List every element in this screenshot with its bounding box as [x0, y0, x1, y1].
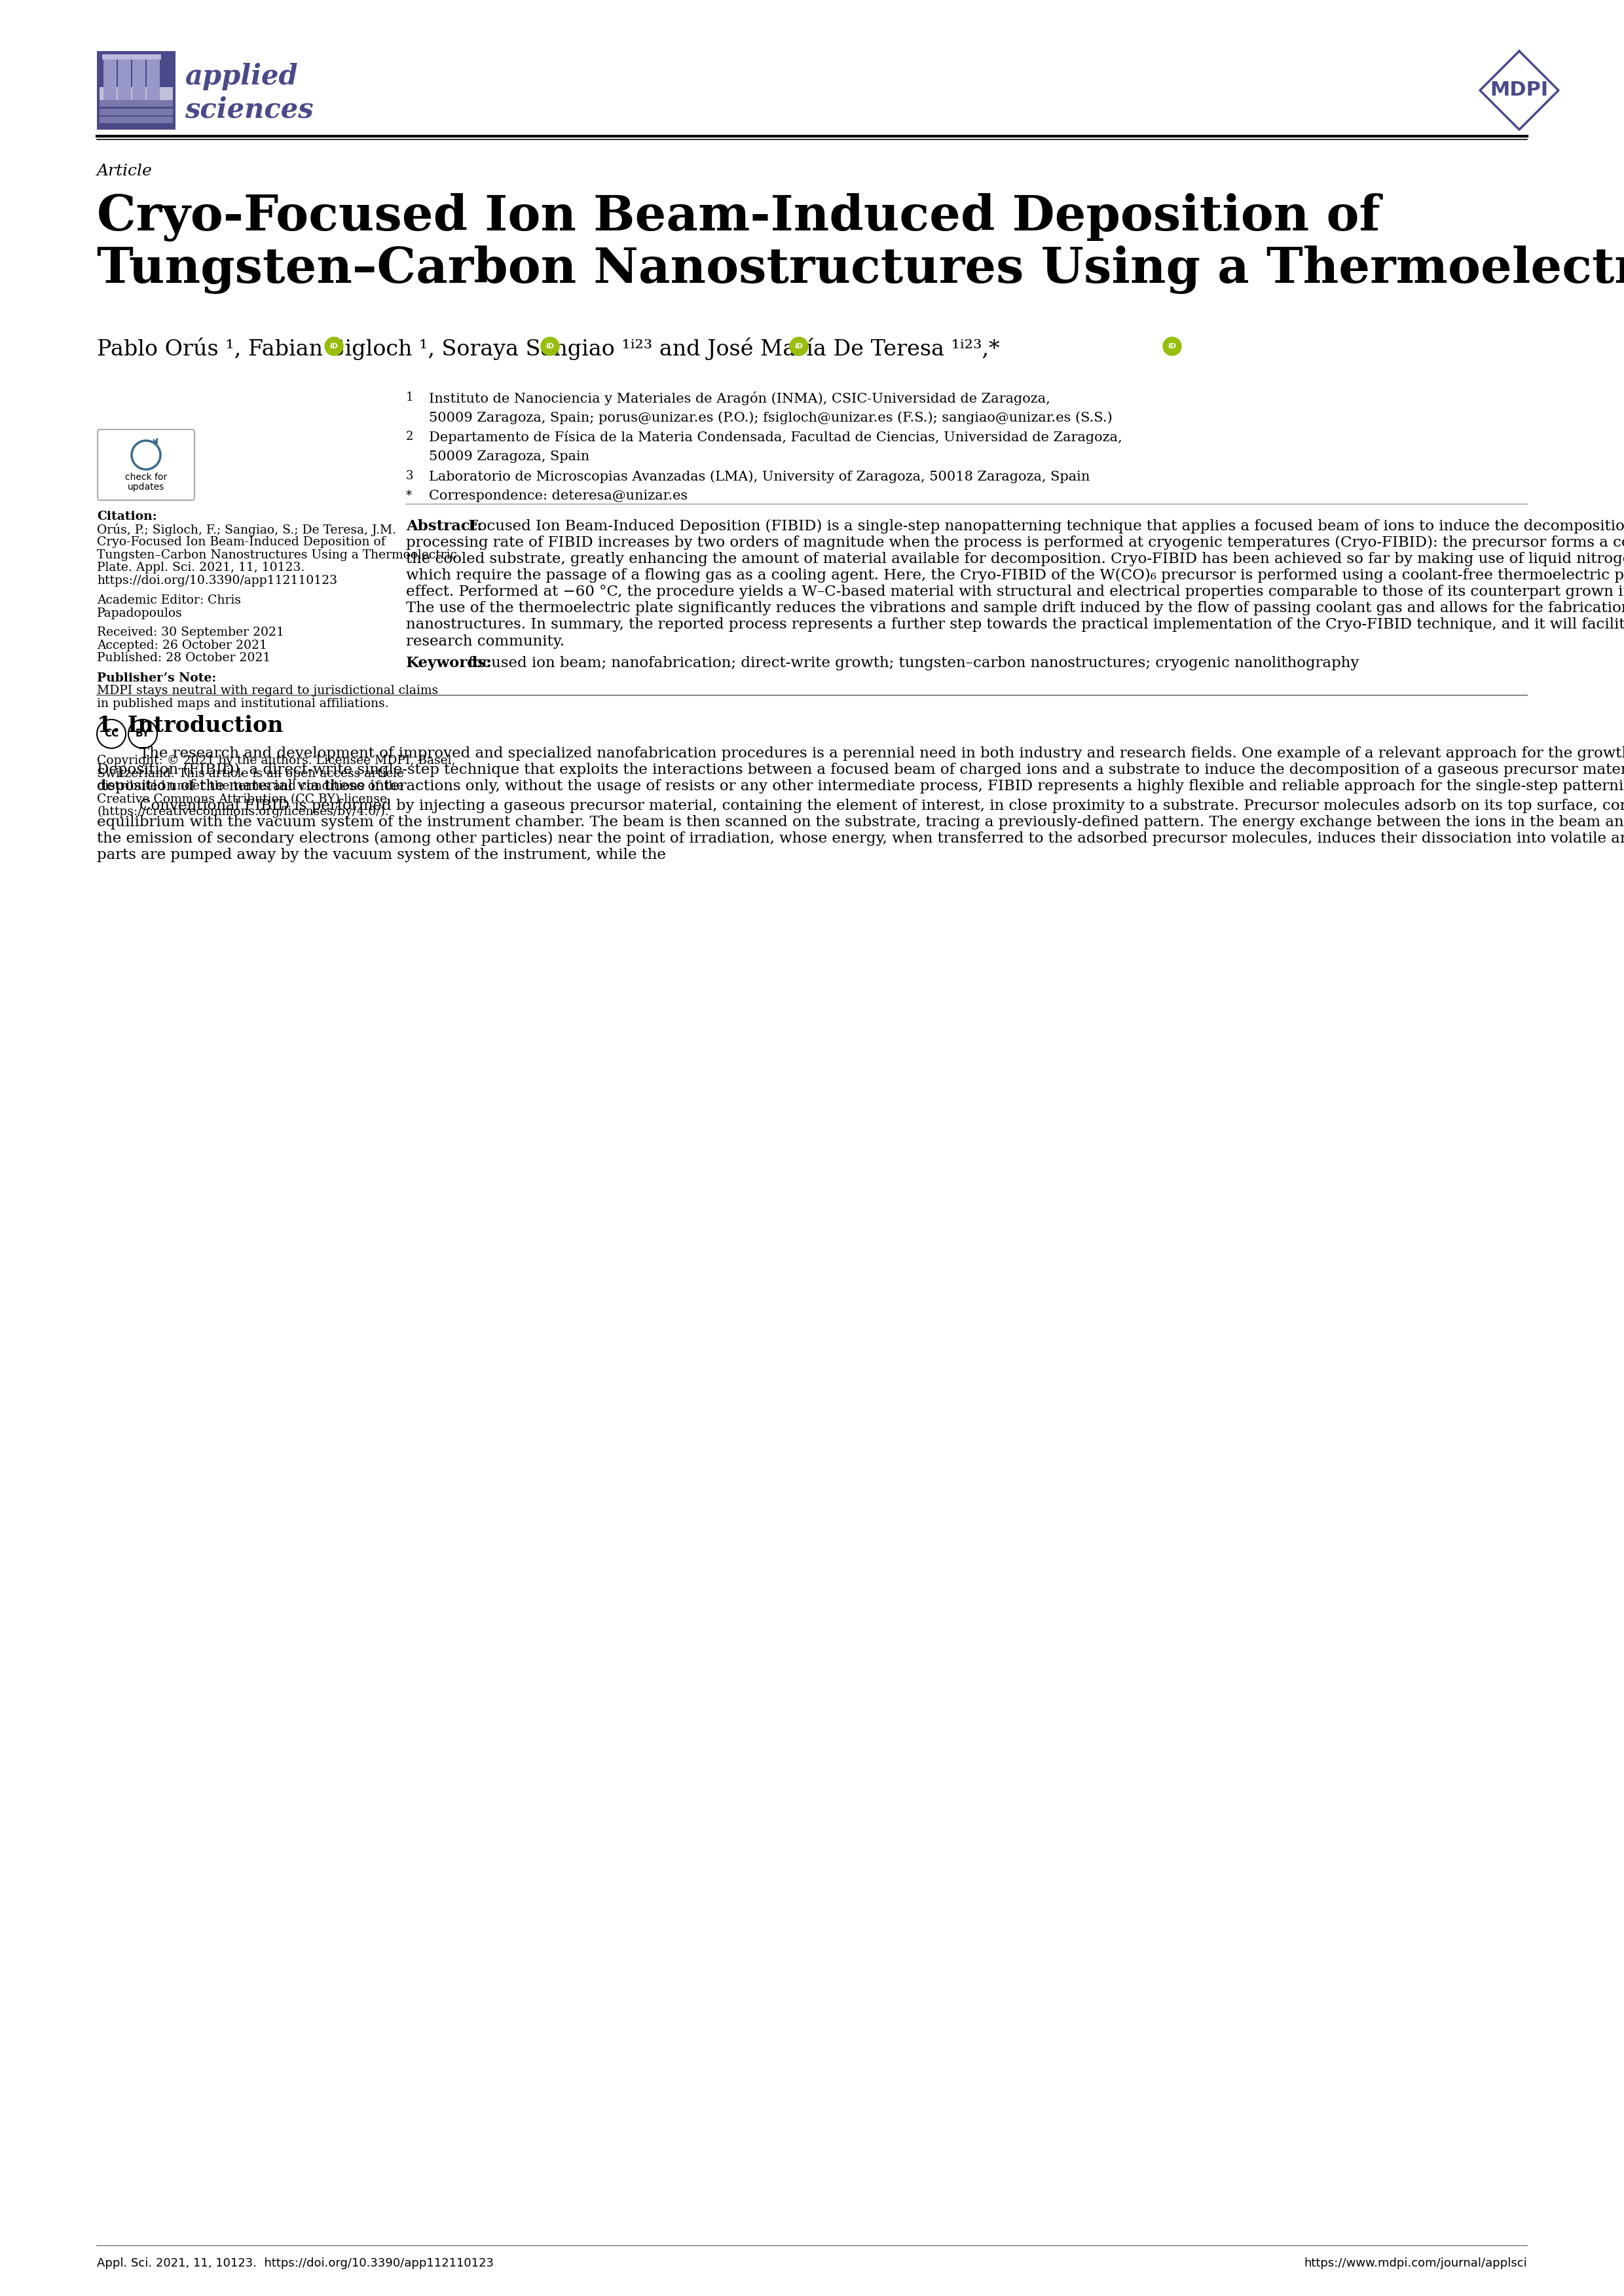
Bar [99, 108, 172, 115]
Text: Copyright: © 2021 by the authors. Licensee MDPI, Basel,: Copyright: © 2021 by the authors. Licens… [97, 755, 455, 767]
Text: effect. Performed at −60 °C, the procedure yields a W–C-based material with stru: effect. Performed at −60 °C, the procedu… [406, 585, 1624, 599]
Text: Papadopoulos: Papadopoulos [97, 608, 182, 620]
Text: https://doi.org/10.3390/app112110123: https://doi.org/10.3390/app112110123 [97, 574, 338, 585]
Text: Academic Editor: Chris: Academic Editor: Chris [97, 595, 240, 606]
Bar [104, 87, 117, 101]
Text: the cooled substrate, greatly enhancing the amount of material available for dec: the cooled substrate, greatly enhancing … [406, 551, 1624, 567]
Text: Published: 28 October 2021: Published: 28 October 2021 [97, 652, 271, 664]
Text: The use of the thermoelectric plate significantly reduces the vibrations and sam: The use of the thermoelectric plate sign… [406, 602, 1624, 615]
Text: which require the passage of a flowing gas as a cooling agent. Here, the Cryo-FI: which require the passage of a flowing g… [406, 569, 1624, 583]
Text: *: * [406, 489, 412, 501]
Text: Tungsten–Carbon Nanostructures Using a Thermoelectric Plate: Tungsten–Carbon Nanostructures Using a T… [97, 246, 1624, 294]
Text: The research and development of improved and specialized nanofabrication procedu: The research and development of improved… [140, 746, 1624, 760]
Text: parts are pumped away by the vacuum system of the instrument, while the: parts are pumped away by the vacuum syst… [97, 847, 666, 863]
Bar [99, 87, 172, 101]
Bar [119, 57, 132, 90]
Text: focused ion beam; nanofabrication; direct-write growth; tungsten–carbon nanostru: focused ion beam; nanofabrication; direc… [468, 657, 1359, 670]
Text: in published maps and institutional affiliations.: in published maps and institutional affi… [97, 698, 388, 709]
Bar [99, 117, 172, 124]
Text: deposition of the material via these interactions only, without the usage of res: deposition of the material via these int… [97, 778, 1624, 794]
Text: 1: 1 [406, 393, 414, 404]
Bar [132, 57, 146, 90]
Text: 50009 Zaragoza, Spain: 50009 Zaragoza, Spain [429, 450, 590, 464]
Text: iD: iD [1168, 342, 1176, 349]
Bar [132, 55, 146, 60]
Text: Plate. Appl. Sci. 2021, 11, 10123.: Plate. Appl. Sci. 2021, 11, 10123. [97, 563, 305, 574]
Text: Cryo-Focused Ion Beam-Induced Deposition of: Cryo-Focused Ion Beam-Induced Deposition… [97, 193, 1380, 241]
Text: Creative Commons Attribution (CC BY) license: Creative Commons Attribution (CC BY) lic… [97, 792, 387, 806]
Text: iD: iD [794, 342, 804, 349]
Text: nanostructures. In summary, the reported process represents a further step towar: nanostructures. In summary, the reported… [406, 618, 1624, 631]
Text: Switzerland. This article is an open access article: Switzerland. This article is an open acc… [97, 767, 404, 778]
Text: Deposition (FIBID), a direct-write single-step technique that exploits the inter: Deposition (FIBID), a direct-write singl… [97, 762, 1624, 776]
Text: Abstract:: Abstract: [406, 519, 482, 533]
Text: Cryo-Focused Ion Beam-Induced Deposition of: Cryo-Focused Ion Beam-Induced Deposition… [97, 537, 385, 549]
Text: Accepted: 26 October 2021: Accepted: 26 October 2021 [97, 641, 266, 652]
Bar [132, 87, 146, 101]
Text: Laboratorio de Microscopias Avanzadas (LMA), University of Zaragoza, 50018 Zarag: Laboratorio de Microscopias Avanzadas (L… [429, 471, 1090, 482]
Text: research community.: research community. [406, 634, 565, 647]
Text: MDPI stays neutral with regard to jurisdictional claims: MDPI stays neutral with regard to jurisd… [97, 684, 438, 696]
Text: Pablo Orús ¹, Fabian Sigloch ¹, Soraya Sangiao ¹ⁱ²³ and José María De Teresa ¹ⁱ²: Pablo Orús ¹, Fabian Sigloch ¹, Soraya S… [97, 338, 1000, 360]
Text: 2: 2 [406, 432, 414, 443]
Circle shape [1163, 338, 1181, 356]
Text: iD: iD [330, 342, 338, 349]
Circle shape [789, 338, 809, 356]
Bar [146, 57, 159, 90]
Text: check for: check for [125, 473, 167, 482]
Text: 50009 Zaragoza, Spain; porus@unizar.es (P.O.); fsigloch@unizar.es (F.S.); sangia: 50009 Zaragoza, Spain; porus@unizar.es (… [429, 411, 1112, 425]
Text: Appl. Sci. 2021, 11, 10123.  https://doi.org/10.3390/app112110123: Appl. Sci. 2021, 11, 10123. https://doi.… [97, 2257, 494, 2268]
Text: Keywords:: Keywords: [406, 657, 492, 670]
Bar [97, 51, 175, 129]
Text: sciences: sciences [185, 96, 313, 124]
Bar [117, 55, 132, 60]
Circle shape [541, 338, 559, 356]
Text: updates: updates [128, 482, 164, 491]
Text: processing rate of FIBID increases by two orders of magnitude when the process i: processing rate of FIBID increases by tw… [406, 535, 1624, 551]
Text: Article: Article [97, 163, 153, 179]
Text: MDPI: MDPI [1489, 80, 1548, 99]
Text: Departamento de Física de la Materia Condensada, Facultad de Ciencias, Universid: Departamento de Física de la Materia Con… [429, 432, 1122, 443]
Text: Citation:: Citation: [97, 510, 158, 523]
Text: Correspondence: deteresa@unizar.es: Correspondence: deteresa@unizar.es [429, 489, 687, 503]
Text: Conventional FIBID is performed by injecting a gaseous precursor material, conta: Conventional FIBID is performed by injec… [140, 799, 1624, 813]
Text: iD: iD [546, 342, 554, 349]
Text: the emission of secondary electrons (among other particles) near the point of ir: the emission of secondary electrons (amo… [97, 831, 1624, 845]
Bar [104, 57, 117, 90]
Text: 1. Introduction: 1. Introduction [97, 714, 283, 737]
Text: applied: applied [185, 62, 297, 90]
Text: Received: 30 September 2021: Received: 30 September 2021 [97, 627, 284, 638]
Text: Tungsten–Carbon Nanostructures Using a Thermoelectric: Tungsten–Carbon Nanostructures Using a T… [97, 549, 456, 560]
Bar [99, 101, 172, 106]
Text: Publisher’s Note:: Publisher’s Note: [97, 673, 216, 684]
Text: 3: 3 [406, 471, 414, 482]
Circle shape [325, 338, 343, 356]
Text: Focused Ion Beam-Induced Deposition (FIBID) is a single-step nanopatterning tech: Focused Ion Beam-Induced Deposition (FIB… [468, 519, 1624, 533]
Bar [119, 87, 132, 101]
Bar [102, 55, 119, 60]
Text: Orús, P.; Sigloch, F.; Sangiao, S.; De Teresa, J.M.: Orús, P.; Sigloch, F.; Sangiao, S.; De T… [97, 523, 396, 537]
Text: distributed under the terms and conditions of the: distributed under the terms and conditio… [97, 781, 404, 792]
Bar [146, 55, 161, 60]
Text: (https://creativecommons.org/licenses/by/4.0/).: (https://creativecommons.org/licenses/by… [97, 806, 388, 817]
Text: CC: CC [104, 728, 119, 739]
Text: Instituto de Nanociencia y Materiales de Aragón (INMA), CSIC-Universidad de Zara: Instituto de Nanociencia y Materiales de… [429, 393, 1051, 406]
Text: https://www.mdpi.com/journal/applsci: https://www.mdpi.com/journal/applsci [1304, 2257, 1527, 2268]
Bar [146, 87, 159, 101]
Text: equilibrium with the vacuum system of the instrument chamber. The beam is then s: equilibrium with the vacuum system of th… [97, 815, 1624, 829]
Text: BY: BY [135, 728, 149, 739]
